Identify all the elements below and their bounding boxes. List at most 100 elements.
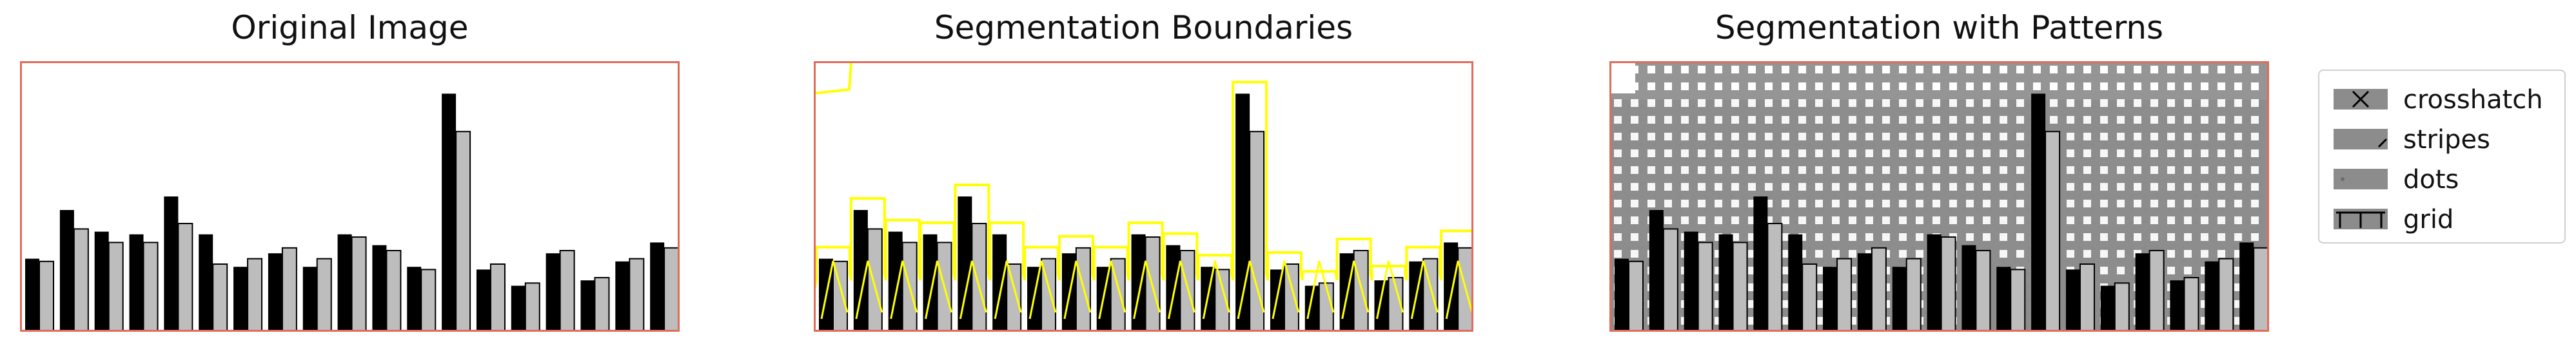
panel-frame [20,61,680,332]
light-bar [664,247,680,332]
dark-bar [1788,234,1803,332]
light-bar [177,223,193,332]
light-bar [2218,258,2234,332]
light-bar [1388,277,1404,332]
segmentation-boundaries-panel [814,61,1473,332]
light-bar [2079,263,2095,332]
light-bar [1940,236,1956,332]
light-bar [1836,258,1853,332]
light-bar [1214,269,1230,332]
legend-label: stripes [2403,125,2490,155]
panel-frame [814,61,1473,332]
light-bar [39,260,54,332]
light-bar [1628,260,1644,332]
panel-frame [1609,61,2269,332]
light-bar [1697,242,1713,332]
legend-label: dots [2403,165,2459,195]
dark-bar [2205,261,2219,332]
dark-bar [1304,285,1319,332]
light-bar [455,131,471,332]
light-bar [212,263,228,332]
dark-bar [1615,258,1629,332]
light-bar [524,282,540,332]
light-bar [1179,250,1195,332]
dark-bar [476,269,491,332]
grid-swatch-icon [2334,209,2388,229]
dark-bar [1131,234,1146,332]
dots-swatch-icon [2334,169,2388,189]
dark-bar [1823,267,1838,332]
unsegmented-corner [1609,61,1635,93]
panel-title-patterns: Segmentation with Patterns [1715,9,2164,46]
dark-bar [1235,93,1250,332]
light-bar [316,258,332,332]
dark-bar [199,234,213,332]
legend: crosshatch stripes dots grid [2318,70,2566,243]
light-bar [351,236,367,332]
dark-bar [2031,93,2046,332]
dark-bar [337,234,352,332]
dark-bar [164,196,179,332]
dark-bar [511,285,526,332]
dark-bar [1857,253,1872,332]
light-bar [247,258,263,332]
dark-bar [2100,285,2115,332]
dark-bar [268,253,282,332]
light-bar [489,263,506,332]
dark-bar [1961,245,1976,332]
dark-bar [2065,269,2080,332]
dark-bar [1927,234,1942,332]
dark-bar [1892,267,1907,332]
light-bar [1871,247,1887,332]
light-bar [386,250,402,332]
dark-bar [407,267,422,332]
panel-title-boundaries: Segmentation Boundaries [934,9,1353,46]
dark-bar [1374,280,1389,332]
dark-bar [233,267,248,332]
dark-bar [1684,231,1698,332]
light-bar [108,242,124,332]
segmentation-boundary-corner [814,61,852,95]
dark-bar [2135,253,2150,332]
dark-bar [129,234,144,332]
stripes-swatch-icon [2334,129,2388,149]
light-bar [2183,277,2199,332]
dark-bar [923,234,938,332]
crosshatch-swatch-icon [2334,89,2388,110]
legend-item-stripes: stripes [2319,124,2564,162]
dark-bar [615,261,630,332]
segmentation-patterns-panel [1609,61,2269,332]
dark-bar [958,196,972,332]
dark-bar [1649,210,1664,332]
light-bar [1905,258,1922,332]
dark-bar [94,231,109,332]
dark-bar [992,234,1007,332]
light-bar [2045,131,2061,332]
segmentation-boundary-inner [820,260,1473,320]
light-bar [629,258,645,332]
light-bar [1732,242,1748,332]
dark-bar [888,231,903,332]
panel-title-original: Original Image [231,9,469,46]
dark-bar [2170,280,2185,332]
light-bar [143,242,159,332]
light-bar [281,247,297,332]
dark-bar [59,210,74,332]
light-bar [1283,263,1299,332]
dark-bar [546,253,560,332]
dark-bar [1996,267,2011,332]
light-bar [971,223,987,332]
light-bar [1662,228,1678,332]
light-bar [594,277,610,332]
light-bar [1975,250,1991,332]
light-bar [1802,263,1818,332]
legend-label: crosshatch [2403,85,2543,115]
light-bar [2010,269,2026,332]
dark-bar [25,258,39,332]
light-bar [420,269,437,332]
light-bar [1353,250,1369,332]
dark-bar [2239,242,2254,332]
light-bar [1767,223,1783,332]
light-bar [867,228,883,332]
legend-item-dots: dots [2319,164,2564,202]
